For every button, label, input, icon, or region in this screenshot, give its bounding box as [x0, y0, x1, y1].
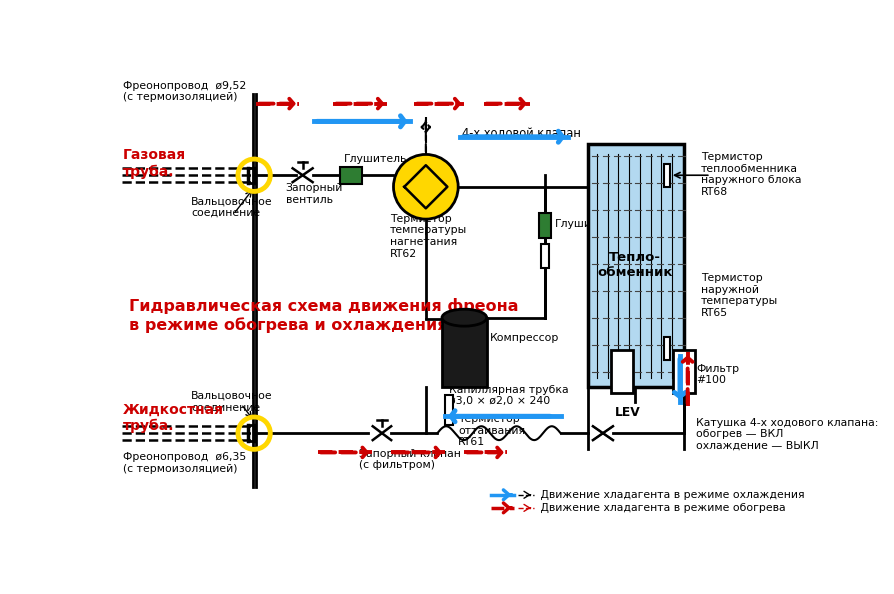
Text: Газовая
труба.: Газовая труба. — [123, 148, 186, 179]
Text: Вальцовочное
соединение: Вальцовочное соединение — [191, 391, 273, 412]
Text: Движение хладагента в режиме обогрева: Движение хладагента в режиме обогрева — [537, 503, 786, 513]
Bar — [341, 167, 362, 184]
Bar — [587, 144, 684, 387]
Text: Компрессор: Компрессор — [490, 333, 559, 343]
Text: Капиллярная трубка
ø3,0 × ø2,0 × 240: Капиллярная трубка ø3,0 × ø2,0 × 240 — [449, 385, 569, 406]
Ellipse shape — [442, 309, 486, 326]
Bar — [445, 394, 452, 425]
Bar — [663, 164, 670, 187]
Text: Тепло-
обменник: Тепло- обменник — [597, 251, 673, 279]
Text: Вальцовочное
соединение: Вальцовочное соединение — [191, 196, 273, 217]
Text: Термистор
оттаивания
RT61: Термистор оттаивания RT61 — [459, 414, 526, 447]
Bar — [673, 350, 695, 393]
Bar — [611, 350, 633, 393]
Bar — [663, 337, 670, 360]
Text: Гидравлическая схема движения фреона
в режиме обогрева и охлаждения.: Гидравлическая схема движения фреона в р… — [130, 298, 519, 333]
Text: Движение хладагента в режиме охлаждения: Движение хладагента в режиме охлаждения — [537, 490, 805, 500]
Text: Запорный клапан
(с фильтром): Запорный клапан (с фильтром) — [358, 448, 460, 470]
Bar — [442, 318, 486, 387]
Text: Запорный
вентиль: Запорный вентиль — [286, 183, 343, 204]
Text: Термистор
температуры
нагнетания
RT62: Термистор температуры нагнетания RT62 — [390, 214, 467, 258]
Bar — [542, 244, 549, 268]
Text: 4-х ходовой клапан: 4-х ходовой клапан — [462, 128, 581, 141]
Text: Термистор
теплообменника
наружного блока
RT68: Термистор теплообменника наружного блока… — [701, 152, 801, 197]
Text: LEV: LEV — [614, 406, 640, 419]
Text: Катушка 4-х ходового клапана:
обогрев — ВКЛ
охлаждение — ВЫКЛ: Катушка 4-х ходового клапана: обогрев — … — [696, 418, 879, 451]
Bar — [539, 213, 552, 238]
Text: Жидкостная
труба.: Жидкостная труба. — [123, 402, 224, 433]
Text: Глушитель: Глушитель — [343, 154, 407, 165]
Text: Глушитель: Глушитель — [554, 219, 618, 229]
Text: Фреонопровод  ø9,52
(с термоизоляцией): Фреонопровод ø9,52 (с термоизоляцией) — [123, 81, 247, 102]
Circle shape — [393, 154, 459, 219]
Text: Фильтр
#100: Фильтр #100 — [696, 364, 739, 386]
Text: Термистор
наружной
температуры
RT65: Термистор наружной температуры RT65 — [701, 273, 778, 318]
Text: Фреонопровод  ø6,35
(с термоизоляцией): Фреонопровод ø6,35 (с термоизоляцией) — [123, 453, 247, 474]
